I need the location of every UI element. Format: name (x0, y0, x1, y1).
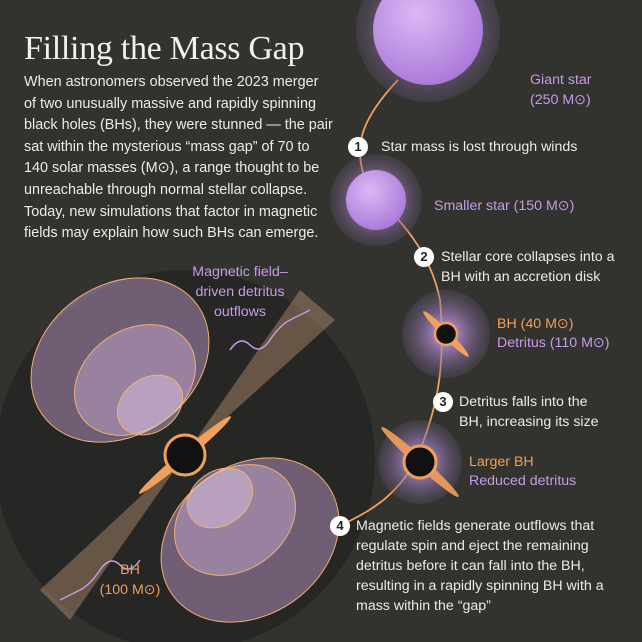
giant-star-name: Giant star (530, 72, 592, 88)
step-1-badge: 1 (348, 137, 368, 157)
step-4-badge: 4 (330, 516, 350, 536)
bh-100-name: BH (120, 562, 140, 578)
step-4-text: Magnetic fields generate outflows that r… (356, 518, 604, 614)
step-3-text: Detritus falls into the BH, increasing i… (459, 394, 599, 430)
outflows-label: Magnetic field– driven detritus outflows (170, 262, 310, 322)
larger-bh-label: Larger BH (469, 454, 534, 470)
reduced-detritus-label: Reduced detritus (469, 473, 577, 489)
step-3-badge: 3 (433, 392, 453, 412)
outflows-line: Magnetic field– (192, 264, 288, 280)
detritus-110-label: Detritus (110 M⊙) (497, 335, 610, 351)
bh-40-label: BH (40 M⊙) (497, 316, 574, 332)
smaller-star (346, 170, 406, 230)
outflows-line: outflows (213, 304, 267, 320)
bh-100-mass: (100 M⊙) (99, 582, 161, 598)
black-hole-100 (163, 433, 207, 477)
intro-text: When astronomers observed the 2023 merge… (24, 74, 333, 242)
smaller-star-label: Smaller star (150 M⊙) (434, 198, 575, 214)
black-hole-40 (433, 321, 459, 347)
giant-star-mass: (250 M⊙) (530, 92, 591, 108)
outflow-jets (40, 290, 335, 620)
step-2-text: Stellar core collapses into a BH with an… (441, 249, 615, 285)
magnetic-field-lobes (30, 277, 340, 623)
page-title: Filling the Mass Gap (24, 30, 305, 67)
giant-star (373, 0, 483, 85)
bh-100-label: BH (100 M⊙) (95, 560, 165, 600)
step-1-text: Star mass is lost through winds (381, 139, 578, 155)
larger-black-hole (402, 444, 438, 480)
outflow-wave-arrows (59, 309, 311, 601)
step-2-badge: 2 (414, 247, 434, 267)
giant-star-label: Giant star (250 M⊙) (530, 70, 592, 110)
outflows-line: driven detritus (195, 284, 285, 300)
